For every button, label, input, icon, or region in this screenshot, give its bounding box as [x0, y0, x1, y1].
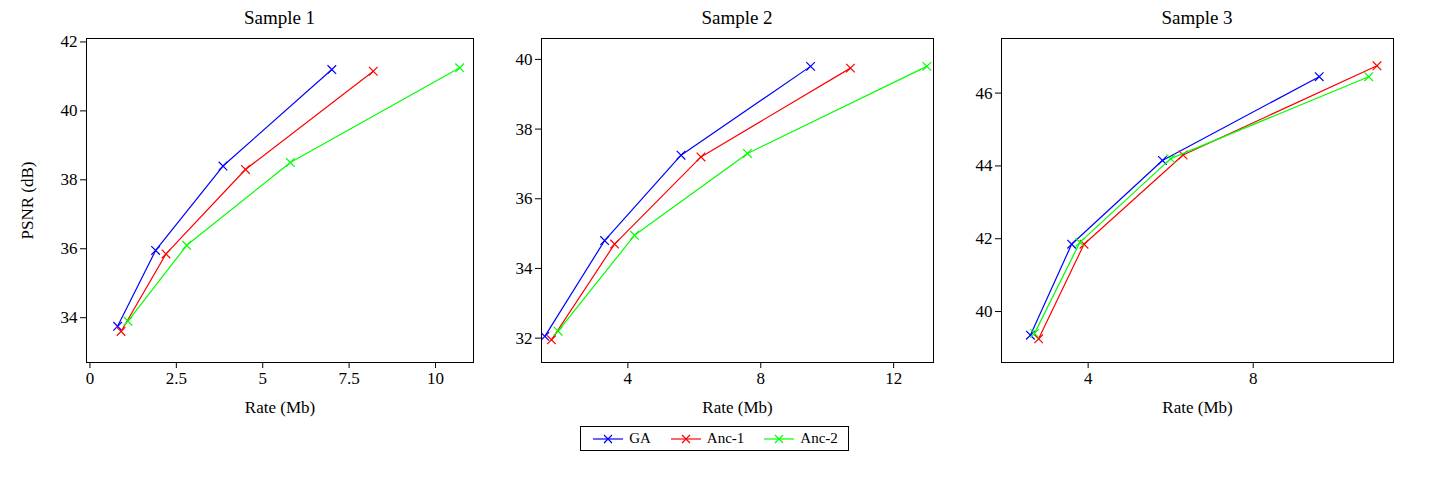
svg-text:40: 40 [516, 50, 533, 69]
svg-text:5: 5 [258, 369, 267, 388]
svg-text:38: 38 [516, 120, 533, 139]
svg-text:36: 36 [516, 189, 533, 208]
svg-text:Rate (Mb): Rate (Mb) [245, 398, 315, 417]
svg-text:Rate (Mb): Rate (Mb) [1162, 398, 1232, 417]
svg-text:PSNR (dB): PSNR (dB) [18, 162, 37, 240]
html-text:Anc-2: Anc-2 [800, 430, 838, 446]
svg-text:4: 4 [624, 369, 633, 388]
svg-text:34: 34 [516, 259, 534, 278]
html-text:GA: GA [629, 430, 651, 446]
html-text:Sample 3: Sample 3 [1161, 7, 1233, 28]
svg-text:10: 10 [427, 369, 444, 388]
svg-text:2.5: 2.5 [166, 369, 187, 388]
svg-text:46: 46 [976, 84, 993, 103]
svg-text:7.5: 7.5 [338, 369, 359, 388]
svg-text:32: 32 [516, 329, 533, 348]
svg-text:38: 38 [61, 170, 78, 189]
html-text:Sample 2: Sample 2 [701, 7, 773, 28]
svg-text:12: 12 [885, 369, 902, 388]
svg-text:42: 42 [976, 229, 993, 248]
svg-text:Rate (Mb): Rate (Mb) [702, 398, 772, 417]
html-text:Sample 1: Sample 1 [243, 7, 316, 28]
svg-text:8: 8 [1249, 369, 1258, 388]
svg-text:0: 0 [86, 369, 95, 388]
svg-text:42: 42 [61, 32, 78, 51]
svg-text:8: 8 [757, 369, 766, 388]
svg-text:36: 36 [61, 239, 78, 258]
svg-text:34: 34 [61, 308, 79, 327]
svg-text:40: 40 [61, 101, 78, 120]
html-text:Anc-1: Anc-1 [706, 430, 745, 446]
svg-text:40: 40 [976, 302, 993, 321]
svg-text:44: 44 [976, 156, 994, 175]
svg-text:4: 4 [1084, 369, 1093, 388]
